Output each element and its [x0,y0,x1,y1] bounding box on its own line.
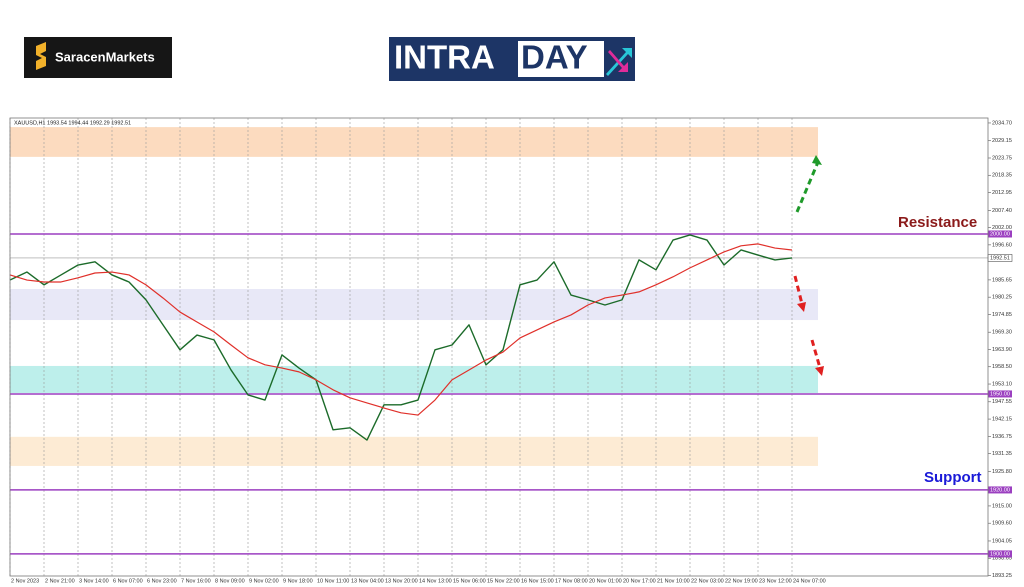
y-tick-label: 1953.10 [992,381,1012,387]
y-tick-label: 1936.75 [992,434,1012,440]
annotation: Support [924,469,982,486]
y-tick-label: 2034.70 [992,120,1012,126]
x-tick-label: 14 Nov 13:00 [419,578,452,584]
y-tick-label: 1985.65 [992,277,1012,283]
level-label: 1900.00 [990,551,1010,557]
level-tag [988,486,1012,494]
banner-part: INTRA [394,39,495,76]
y-tick-label: 2007.40 [992,208,1012,214]
x-tick-label: 20 Nov 17:00 [623,578,656,584]
x-tick-label: 15 Nov 06:00 [453,578,486,584]
y-tick-label: 2012.95 [992,190,1012,196]
chart-title: XAUUSD,H1 1993.54 1994.44 1992.29 1992.5… [14,120,131,126]
x-tick-label: 9 Nov 02:00 [249,578,279,584]
zone [10,289,818,321]
level-tag [988,550,1012,558]
y-tick-label: 1909.60 [992,521,1012,527]
x-tick-label: 22 Nov 19:00 [725,578,758,584]
level-tag [988,390,1012,398]
x-tick-label: 23 Nov 12:00 [759,578,792,584]
x-tick-label: 22 Nov 03:00 [691,578,724,584]
down-arrow [810,339,822,369]
y-tick-label: 1925.80 [992,469,1012,475]
y-tick-label: 1996.60 [992,242,1012,248]
y-tick-label: 2002.00 [992,225,1012,231]
brand-name: SaracenMarkets [55,49,155,64]
y-tick-label: 2023.75 [992,155,1012,161]
x-tick-label: 8 Nov 09:00 [215,578,245,584]
y-tick-label: 2018.35 [992,173,1012,179]
x-tick-label: 21 Nov 10:00 [657,578,690,584]
zone [10,127,818,157]
y-tick-label: 1904.05 [992,538,1012,544]
banner-part: DAY [521,39,588,76]
arrow-head [812,155,822,165]
level-label: 1920.00 [990,487,1010,493]
arrow-head [797,302,806,312]
level-label: 1950.00 [990,391,1010,397]
x-tick-label: 15 Nov 22:00 [487,578,520,584]
brand-icon [36,42,46,70]
plot-frame [9,117,989,577]
x-tick-label: 7 Nov 16:00 [181,578,211,584]
x-tick-label: 17 Nov 08:00 [555,578,588,584]
y-tick-label: 1893.25 [992,573,1012,579]
brand-box [24,37,172,78]
down-arrow [793,275,804,305]
banner: INTRA DAY [389,37,635,81]
banner-highlight [518,41,604,77]
series-line [9,234,793,441]
zone [10,436,818,466]
y-tick-label: 1942.15 [992,417,1012,423]
y-tick-label: 1974.85 [992,312,1012,318]
series-line [9,243,793,416]
brand-logo: SaracenMarkets [24,37,172,78]
arrow-head [815,366,824,376]
y-tick-label: 1969.30 [992,330,1012,336]
x-tick-label: 9 Nov 18:00 [283,578,313,584]
arrows [793,155,824,376]
level-label: 2000.00 [990,231,1010,237]
x-tick-label: 10 Nov 11:00 [317,578,349,584]
x-tick-label: 20 Nov 01:00 [589,578,622,584]
y-tick-label: 1963.90 [992,347,1012,353]
x-tick-label: 13 Nov 04:00 [351,578,384,584]
level-tag [988,230,1012,238]
y-tick-label: 1958.50 [992,364,1012,370]
x-tick-label: 2 Nov 21:00 [45,578,75,584]
x-tick-label: 24 Nov 07:00 [793,578,826,584]
price-label: 1992.51 [990,255,1010,261]
x-tick-label: 13 Nov 20:00 [385,578,418,584]
x-tick-label: 16 Nov 15:00 [521,578,554,584]
banner-arrow [608,50,628,72]
y-tick-label: 1931.35 [992,451,1012,457]
y-tick-label: 2029.15 [992,138,1012,144]
x-tick-label: 6 Nov 07:00 [113,578,143,584]
y-tick-label: 1980.25 [992,295,1012,301]
y-tick-label: 1915.00 [992,503,1012,509]
up-arrow [795,161,820,213]
plot: 2034.70 2029.15 2023.75 2018.35 2012.95 2007.… [9,118,1013,584]
y-tick-label: 1947.55 [992,399,1012,405]
y-tick-label: 1898.65 [992,556,1012,562]
x-tick-label: 3 Nov 14:00 [79,578,109,584]
zone [10,365,818,393]
x-tick-label: 6 Nov 23:00 [147,578,177,584]
annotation: Resistance [898,214,977,231]
x-tick-label: 2 Nov 2023 [11,578,39,584]
